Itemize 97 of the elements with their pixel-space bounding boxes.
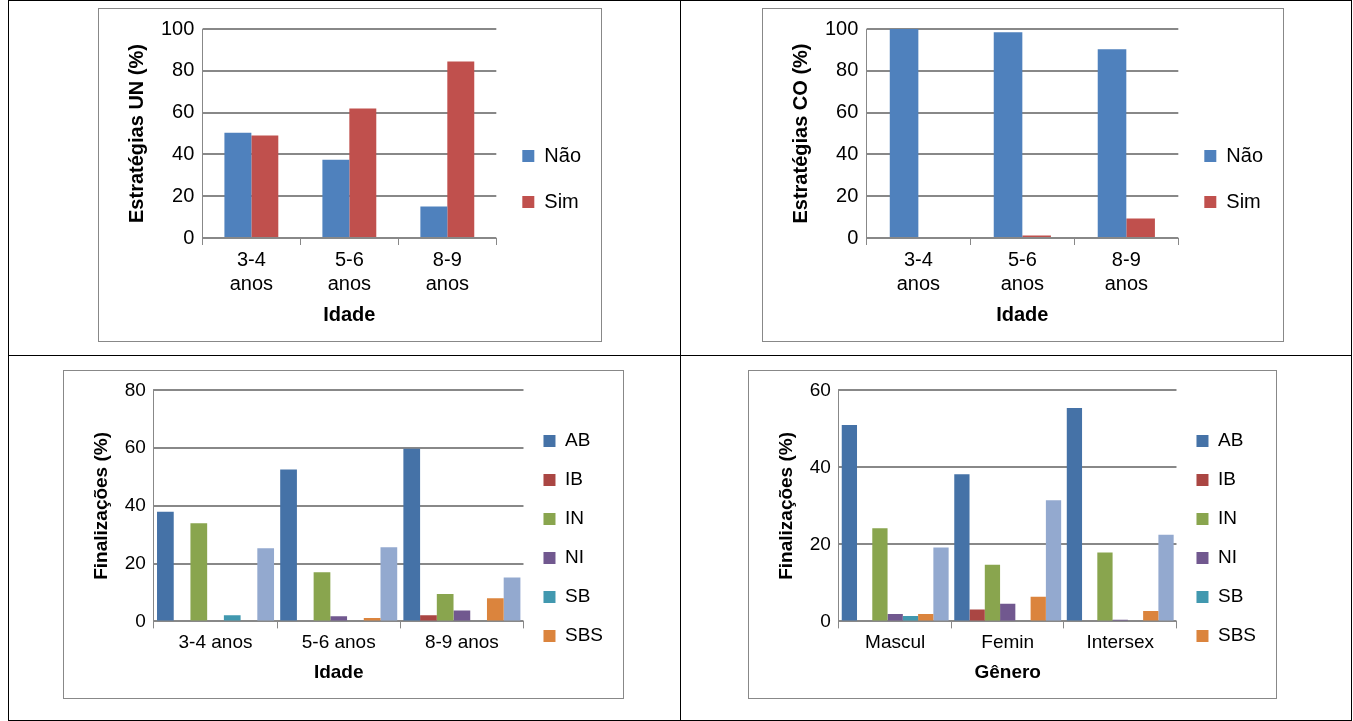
y-tick-label: 20 <box>124 551 146 573</box>
bar <box>436 593 454 621</box>
x-tick-label: 5-6 anos <box>301 631 376 653</box>
bar <box>447 61 475 237</box>
bar <box>918 614 934 621</box>
bar <box>954 474 970 621</box>
x-axis-title: Gênero <box>974 660 1041 682</box>
legend-label: Não <box>544 143 582 166</box>
y-tick-label: 60 <box>124 436 146 458</box>
bar <box>887 614 903 621</box>
y-axis-title: Finalizações (%) <box>89 431 111 580</box>
x-tick-label: 8-9 anos <box>424 631 499 653</box>
x-tick-label: 3-4 anos <box>896 247 941 294</box>
y-tick-label: 100 <box>824 16 859 39</box>
y-tick-label: 100 <box>160 16 195 39</box>
x-tick-label: Femin <box>981 631 1035 653</box>
bar <box>403 448 421 621</box>
y-tick-label: 0 <box>183 225 195 248</box>
bar <box>453 610 471 621</box>
bar <box>224 132 252 237</box>
bar <box>420 615 437 621</box>
y-tick-label: 60 <box>172 100 195 123</box>
y-tick-label: 0 <box>135 609 146 631</box>
y-tick-label: 20 <box>172 183 195 206</box>
x-tick-label: 5-6 anos <box>1000 247 1045 294</box>
y-axis-title: Estratégias CO (%) <box>788 43 811 224</box>
bar <box>841 425 858 621</box>
bar <box>902 616 919 621</box>
bar <box>872 528 888 621</box>
y-tick-label: 40 <box>836 141 859 164</box>
bar <box>1158 534 1174 621</box>
legend-label: IB <box>564 468 583 490</box>
y-axis-title: Finalizações (%) <box>774 431 796 580</box>
y-tick-label: 0 <box>847 225 859 248</box>
y-tick-label: 40 <box>809 455 831 477</box>
y-tick-label: 80 <box>836 58 859 81</box>
legend-label: Não <box>1226 143 1264 166</box>
bar <box>1045 500 1062 621</box>
legend-label: SBS <box>1217 624 1257 646</box>
bar <box>1143 611 1159 621</box>
bar <box>330 616 348 621</box>
legend-label: SB <box>1217 585 1244 607</box>
bar <box>251 135 279 237</box>
legend-label: NI <box>564 546 584 568</box>
bar <box>993 32 1023 237</box>
legend-label: IB <box>1217 468 1236 490</box>
legend-label: AB <box>564 429 591 451</box>
bar <box>223 615 241 621</box>
bar <box>889 29 919 237</box>
bar <box>380 547 398 621</box>
y-tick-label: 0 <box>820 609 831 631</box>
y-tick-label: 40 <box>124 494 146 516</box>
legend-label: IN <box>1217 507 1237 529</box>
bar <box>1030 596 1046 621</box>
x-tick-label: 5-6 anos <box>327 247 372 294</box>
legend-label: SB <box>564 585 591 607</box>
bar <box>984 564 1001 621</box>
bar <box>257 548 275 621</box>
bar <box>969 609 985 621</box>
bar <box>349 108 377 237</box>
bar <box>933 547 949 621</box>
legend-label: NI <box>1217 546 1237 568</box>
x-tick-label: 3-4 anos <box>229 247 274 294</box>
x-tick-label: Intersex <box>1086 631 1155 653</box>
x-tick-label: 3-4 anos <box>178 631 253 653</box>
y-tick-label: 20 <box>836 183 859 206</box>
y-tick-label: 60 <box>836 100 859 123</box>
bar <box>1097 49 1127 237</box>
bar <box>503 577 521 621</box>
x-tick-label: 8-9 anos <box>1104 247 1149 294</box>
bar <box>313 572 331 621</box>
y-tick-label: 40 <box>172 141 195 164</box>
y-tick-label: 20 <box>809 532 831 554</box>
legend-label: Sim <box>1226 189 1261 212</box>
bar <box>157 511 174 621</box>
y-tick-label: 60 <box>809 378 831 400</box>
bar <box>1000 603 1016 621</box>
legend-label: SBS <box>564 624 604 646</box>
bar <box>486 598 504 621</box>
legend-label: IN <box>564 507 584 529</box>
x-tick-label: 8-9 anos <box>425 247 470 294</box>
legend-label: Sim <box>544 189 579 212</box>
bar <box>1126 218 1155 237</box>
y-tick-label: 80 <box>172 58 195 81</box>
bar <box>280 469 297 621</box>
legend-label: AB <box>1217 429 1244 451</box>
bar <box>1097 552 1113 621</box>
y-tick-label: 80 <box>124 378 146 400</box>
x-axis-title: Idade <box>313 660 364 682</box>
bar <box>1066 408 1083 621</box>
x-axis-title: Idade <box>323 302 376 325</box>
y-axis-title: Estratégias UN (%) <box>124 44 147 223</box>
x-tick-label: Mascul <box>865 631 926 653</box>
bar <box>420 206 448 237</box>
bar <box>190 523 208 621</box>
x-axis-title: Idade <box>996 302 1049 325</box>
bar <box>322 159 350 237</box>
